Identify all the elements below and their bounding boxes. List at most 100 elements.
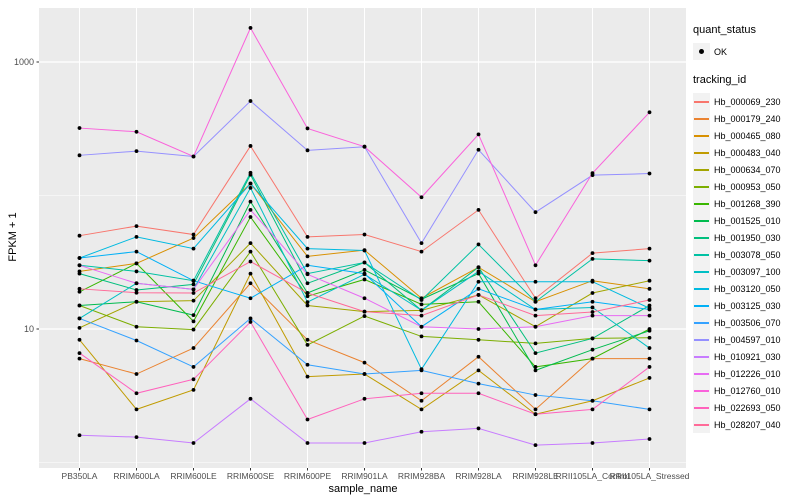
data-point (476, 337, 481, 342)
data-point (305, 126, 310, 131)
data-point (419, 391, 424, 396)
data-point (305, 291, 310, 295)
data-point (134, 129, 139, 134)
data-point (77, 351, 82, 355)
data-point (362, 441, 367, 445)
data-point (248, 170, 253, 175)
data-point (305, 246, 310, 251)
series-color-line-icon (694, 237, 709, 239)
data-point (590, 305, 595, 310)
data-point (248, 320, 253, 324)
legend-item-label: Hb_000465_080 (714, 130, 781, 141)
data-point (305, 337, 310, 342)
series-color-line-icon (694, 356, 709, 358)
series-color-line-icon (694, 220, 709, 222)
data-point (533, 341, 538, 346)
data-point (362, 144, 367, 149)
legend-item-Hb_010921_030: Hb_010921_030 (693, 348, 799, 365)
series-color-line-icon (694, 101, 709, 103)
legend-item-Hb_000069_230: Hb_000069_230 (693, 93, 799, 110)
data-point (134, 224, 139, 228)
data-point (590, 407, 595, 412)
data-point (248, 271, 253, 276)
data-point (476, 426, 481, 431)
legend-item-Hb_003120_050: Hb_003120_050 (693, 280, 799, 297)
legend-item-Hb_022693_050: Hb_022693_050 (693, 399, 799, 416)
data-point (419, 324, 424, 329)
data-point (590, 441, 595, 445)
data-point (248, 281, 253, 286)
data-point (647, 258, 652, 263)
data-point (647, 356, 652, 361)
data-point (134, 269, 139, 274)
data-point (590, 279, 595, 284)
legend-item-Hb_003125_030: Hb_003125_030 (693, 297, 799, 314)
data-point (134, 324, 139, 329)
data-point (476, 242, 481, 247)
data-point (419, 241, 424, 245)
legend-key (693, 399, 710, 416)
legend-item-label: Hb_000179_240 (714, 113, 781, 124)
legend-item-ok: OK (693, 43, 799, 60)
data-point (647, 313, 652, 318)
legend-item-Hb_004597_010: Hb_004597_010 (693, 331, 799, 348)
x-tick-label: RRIM901LA (341, 471, 388, 481)
data-point (590, 310, 595, 314)
data-point (533, 351, 538, 355)
legend-item-label: Hb_000953_050 (714, 181, 781, 192)
data-point (647, 278, 652, 283)
data-point (362, 360, 367, 365)
data-point (134, 149, 139, 154)
data-point (533, 299, 538, 304)
data-point (191, 246, 196, 251)
data-point (419, 407, 424, 412)
series-color-line-icon (694, 135, 709, 137)
data-point (248, 26, 253, 30)
x-tick-label: RRIM600PE (284, 471, 332, 481)
x-tick-label: RRIM928LE (512, 471, 559, 481)
legend-key (693, 195, 710, 212)
legend-item-Hb_000179_240: Hb_000179_240 (693, 110, 799, 127)
x-tick-label: PB350LA (62, 471, 98, 481)
legend-key (693, 127, 710, 144)
legend-item-label: Hb_003078_050 (714, 249, 781, 260)
data-point (533, 393, 538, 397)
legend-key (693, 246, 710, 263)
legend-item-Hb_028207_040: Hb_028207_040 (693, 416, 799, 433)
data-point (647, 365, 652, 369)
data-point (362, 309, 367, 314)
data-point (419, 429, 424, 434)
y-tick-label: 1000 (14, 57, 34, 67)
legend-key (693, 229, 710, 246)
data-point (305, 272, 310, 277)
data-point (248, 208, 253, 212)
legend-key (693, 348, 710, 365)
data-point (476, 147, 481, 152)
data-point (191, 282, 196, 287)
data-point (305, 148, 310, 153)
data-point (305, 374, 310, 379)
legend-item-Hb_001525_010: Hb_001525_010 (693, 212, 799, 229)
data-point (476, 368, 481, 373)
data-point (77, 233, 82, 238)
data-point (191, 441, 196, 445)
data-point (362, 277, 367, 282)
legend-item-Hb_000465_080: Hb_000465_080 (693, 127, 799, 144)
data-point (248, 181, 253, 186)
data-point (248, 199, 253, 204)
data-point (590, 171, 595, 176)
data-point (77, 303, 82, 308)
series-color-line-icon (694, 407, 709, 409)
legend: quant_status OK tracking_id Hb_000069_23… (693, 24, 799, 433)
data-point (305, 343, 310, 347)
legend-item-Hb_000634_070: Hb_000634_070 (693, 161, 799, 178)
data-point (533, 307, 538, 312)
data-point (248, 99, 253, 103)
legend-item-label: Hb_003506_070 (714, 317, 781, 328)
data-point (134, 261, 139, 266)
data-point (419, 249, 424, 254)
data-point (191, 278, 196, 283)
data-point (248, 241, 253, 245)
series-color-line-icon (694, 322, 709, 324)
